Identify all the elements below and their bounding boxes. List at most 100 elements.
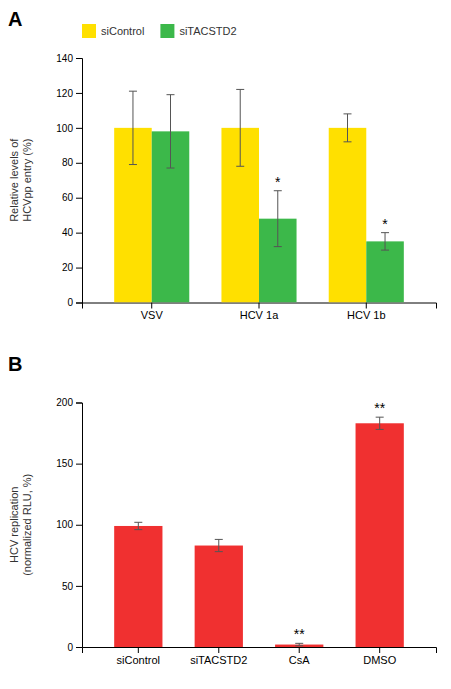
y-tick-label: 100 xyxy=(56,519,73,530)
error-bar xyxy=(134,522,142,529)
y-tick: 150 xyxy=(56,458,82,469)
y-tick: 60 xyxy=(62,192,82,203)
error-bars xyxy=(167,95,390,250)
error-bar xyxy=(381,233,389,250)
x-tick: siTACSTD2 xyxy=(190,647,247,666)
marks xyxy=(114,89,404,302)
y-tick: 50 xyxy=(62,581,82,592)
y-tick: 140 xyxy=(56,53,82,64)
x-tick: DMSO xyxy=(363,647,396,666)
x-tick-label: CsA xyxy=(289,654,310,666)
x-tick-mark xyxy=(138,647,139,653)
x-tick-mark xyxy=(218,647,219,653)
bar xyxy=(329,128,367,303)
y-tick: 100 xyxy=(56,519,82,530)
bar xyxy=(114,526,162,647)
significance-marker: * xyxy=(382,216,388,232)
significance-marker: * xyxy=(275,174,281,190)
x-tick-mark xyxy=(151,303,152,309)
error-bar xyxy=(295,643,303,645)
panel: 050100150200siControlsiTACSTD2CsADMSO***… xyxy=(8,353,437,666)
x-tick-label: siTACSTD2 xyxy=(190,654,247,666)
plot: 050100150200siControlsiTACSTD2CsADMSO***… xyxy=(8,397,437,666)
legend-label: siTACSTD2 xyxy=(179,25,236,37)
bar-series xyxy=(114,423,404,647)
y-tick: 100 xyxy=(56,123,82,134)
significance-marker: ** xyxy=(374,400,385,416)
annotations: ** ** xyxy=(294,400,386,642)
x-tick-mark xyxy=(379,647,380,653)
y-tick: 200 xyxy=(56,397,82,408)
y-tick: 40 xyxy=(62,227,82,238)
legend-item: siTACSTD2 xyxy=(160,24,236,38)
y-axis-line xyxy=(76,403,83,648)
y-tick: 0 xyxy=(67,642,82,653)
y-axis-line xyxy=(76,59,83,304)
y-tick-mark xyxy=(76,303,82,304)
y-tick-label: 0 xyxy=(67,642,73,653)
y-tick-label: 140 xyxy=(56,53,73,64)
x-tick: CsA xyxy=(289,647,310,666)
x-tick-mark xyxy=(299,647,300,653)
significance-marker: ** xyxy=(294,626,305,642)
x-tick: HCV 1b xyxy=(347,303,386,322)
x-tick: siControl xyxy=(117,647,160,666)
x-tick-label: DMSO xyxy=(363,654,396,666)
x-tick-label: HCV 1b xyxy=(347,309,386,321)
bar xyxy=(356,423,404,647)
error-bar xyxy=(344,114,352,142)
error-bar xyxy=(376,417,384,429)
y-tick-mark xyxy=(76,163,82,164)
y-tick-mark xyxy=(76,93,82,94)
y-tick-label: 50 xyxy=(62,581,74,592)
y-tick-mark xyxy=(76,233,82,234)
y-tick: 80 xyxy=(62,157,82,168)
marks xyxy=(114,417,404,647)
y-tick-mark xyxy=(76,403,82,404)
panel: 020406080100120140VSVHCV 1aHCV 1b**Relat… xyxy=(8,8,437,321)
y-tick-label: 100 xyxy=(56,123,73,134)
legend-item: siControl xyxy=(82,24,144,38)
legend-label: siControl xyxy=(101,25,144,37)
x-axis: siControl siTACSTD2 CsA DMSO xyxy=(83,647,437,666)
x-tick-mark xyxy=(366,303,367,309)
x-tick: VSV xyxy=(141,303,164,322)
y-tick-mark xyxy=(76,268,82,269)
x-tick-mark xyxy=(259,303,260,309)
y-tick: 0 xyxy=(67,297,82,308)
y-tick-mark xyxy=(76,128,82,129)
y-axis: 0 50 100 150 200 xyxy=(56,397,82,653)
panel-label: B xyxy=(8,353,22,375)
y-tick-label: 40 xyxy=(62,227,74,238)
error-bar xyxy=(167,95,175,168)
legend-swatch xyxy=(82,24,96,38)
y-tick-label: 150 xyxy=(56,458,73,469)
legend: siControl siTACSTD2 xyxy=(82,24,237,38)
y-axis-title: Relative levels ofHCVpp entry (%) xyxy=(8,138,33,222)
error-bar xyxy=(274,191,282,247)
annotations: ** xyxy=(275,174,388,232)
y-tick-label: 200 xyxy=(56,397,73,408)
y-tick-mark xyxy=(76,198,82,199)
y-axis-title: HCV replication(normalized RLU, %) xyxy=(8,474,33,576)
bar-series xyxy=(152,131,404,302)
legend-swatch xyxy=(160,24,174,38)
y-tick-mark xyxy=(76,58,82,59)
error-bar xyxy=(215,539,223,551)
y-tick-label: 60 xyxy=(62,192,74,203)
panel-label: A xyxy=(8,8,22,30)
x-axis-line xyxy=(83,303,437,309)
x-tick: HCV 1a xyxy=(240,303,279,322)
y-tick: 120 xyxy=(56,88,82,99)
y-tick-label: 120 xyxy=(56,88,73,99)
y-tick-mark xyxy=(76,647,82,648)
y-axis: 0 20 40 60 80 100 120 140 xyxy=(56,53,82,309)
y-tick-label: 20 xyxy=(62,262,74,273)
x-tick-label: VSV xyxy=(141,309,164,321)
plot: 020406080100120140VSVHCV 1aHCV 1b**Relat… xyxy=(8,53,437,322)
error-bar xyxy=(129,91,137,164)
x-tick-label: siControl xyxy=(117,654,160,666)
x-axis: VSV HCV 1a HCV 1b xyxy=(83,303,437,322)
error-bars xyxy=(134,417,383,646)
y-tick-mark xyxy=(76,464,82,465)
